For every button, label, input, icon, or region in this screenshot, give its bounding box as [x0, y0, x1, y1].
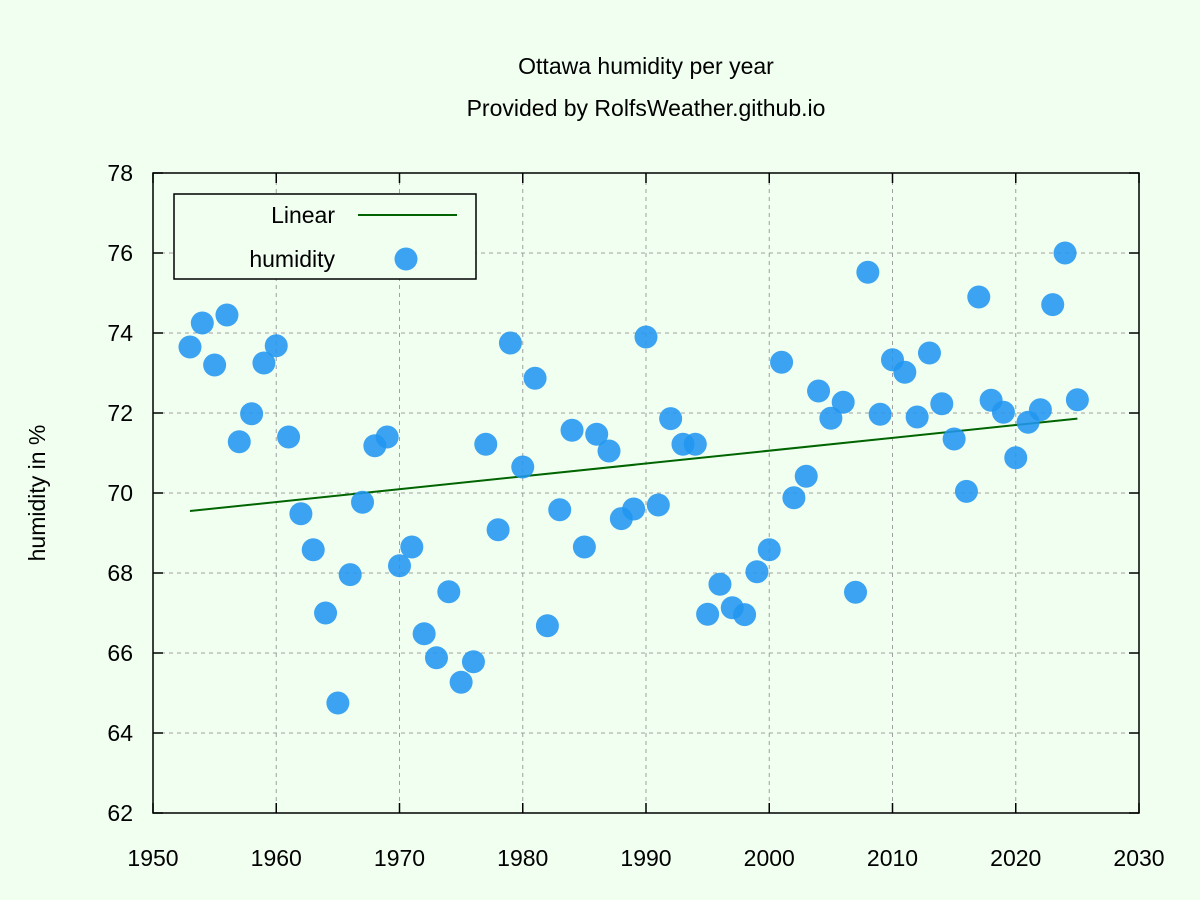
data-point — [511, 455, 535, 479]
data-point — [646, 493, 670, 517]
data-point — [696, 602, 720, 626]
x-tick-label: 1990 — [620, 845, 671, 871]
y-tick-label: 72 — [107, 400, 133, 426]
data-point — [190, 311, 214, 335]
data-point — [1004, 446, 1028, 470]
y-tick-label: 76 — [107, 240, 133, 266]
data-point — [1028, 398, 1052, 422]
data-point — [954, 479, 978, 503]
data-point — [942, 427, 966, 451]
y-tick-label: 74 — [107, 320, 133, 346]
data-point — [930, 392, 954, 416]
data-point — [449, 670, 473, 694]
data-point — [535, 614, 559, 638]
data-point — [215, 303, 239, 327]
y-axis-label: humidity in % — [24, 425, 50, 562]
legend-label-linear: Linear — [271, 202, 335, 228]
data-point — [770, 350, 794, 374]
data-point — [203, 353, 227, 377]
data-point — [782, 486, 806, 510]
y-tick-label: 66 — [107, 640, 133, 666]
data-point — [326, 691, 350, 715]
legend: Linear humidity — [173, 193, 477, 280]
data-point — [585, 422, 609, 446]
data-point — [634, 325, 658, 349]
y-tick-label: 64 — [107, 720, 133, 746]
data-point — [560, 418, 584, 442]
data-point — [831, 390, 855, 414]
data-point — [474, 432, 498, 456]
data-point — [1065, 388, 1089, 412]
y-tick-labels: 62 64 66 68 70 72 74 76 78 — [107, 160, 133, 826]
x-tick-label: 1950 — [127, 845, 178, 871]
data-point — [844, 580, 868, 604]
data-point — [252, 351, 276, 375]
data-point — [893, 360, 917, 384]
x-tick-label: 2010 — [867, 845, 918, 871]
legend-label-humidity: humidity — [249, 246, 335, 272]
chart-title: Ottawa humidity per year — [518, 53, 774, 79]
data-point — [733, 603, 757, 627]
data-point — [807, 379, 831, 403]
data-point — [622, 497, 646, 521]
data-point — [597, 439, 621, 463]
data-point — [548, 498, 572, 522]
data-point — [486, 518, 510, 542]
data-point — [178, 335, 202, 359]
data-point — [868, 402, 892, 426]
x-tick-label: 1960 — [251, 845, 302, 871]
data-point — [400, 535, 424, 559]
data-point — [289, 502, 313, 526]
x-tick-label: 1980 — [497, 845, 548, 871]
data-point — [338, 563, 362, 587]
x-tick-label: 2030 — [1113, 845, 1164, 871]
data-point — [708, 572, 732, 596]
data-point — [905, 405, 929, 429]
data-point — [351, 490, 375, 514]
humidity-points — [178, 241, 1089, 715]
data-point — [375, 425, 399, 449]
x-tick-label: 1970 — [374, 845, 425, 871]
data-point — [917, 341, 941, 365]
y-tick-label: 78 — [107, 160, 133, 186]
data-point — [264, 334, 288, 358]
y-tick-label: 62 — [107, 800, 133, 826]
data-point — [683, 432, 707, 456]
data-point — [572, 535, 596, 559]
data-point — [967, 285, 991, 309]
data-point — [819, 406, 843, 430]
legend-swatch-humidity — [394, 247, 418, 271]
data-point — [757, 538, 781, 562]
y-tick-label: 70 — [107, 480, 133, 506]
x-tick-label: 2000 — [744, 845, 795, 871]
trend-line — [189, 417, 1078, 512]
data-point — [461, 650, 485, 674]
data-point — [991, 400, 1015, 424]
data-point — [1053, 241, 1077, 265]
data-point — [277, 425, 301, 449]
data-point — [227, 430, 251, 454]
chart-subtitle: Provided by RolfsWeather.github.io — [467, 95, 826, 121]
x-tick-label: 2020 — [990, 845, 1041, 871]
data-point — [437, 580, 461, 604]
data-point — [314, 601, 338, 625]
data-point — [856, 260, 880, 284]
data-point — [794, 464, 818, 488]
data-point — [240, 402, 264, 426]
data-point — [388, 554, 411, 578]
legend-box — [173, 193, 477, 280]
data-point — [412, 622, 436, 646]
plot-frame — [152, 172, 1140, 814]
data-point — [745, 560, 769, 584]
data-point — [1041, 293, 1065, 317]
data-point — [301, 538, 325, 562]
y-tick-label: 68 — [107, 560, 133, 586]
data-point — [659, 407, 683, 431]
data-point — [523, 366, 547, 390]
data-point — [424, 646, 448, 670]
data-point — [498, 331, 522, 355]
x-tick-labels: 1950 1960 1970 1980 1990 2000 2010 2020 2030 — [127, 845, 1164, 871]
